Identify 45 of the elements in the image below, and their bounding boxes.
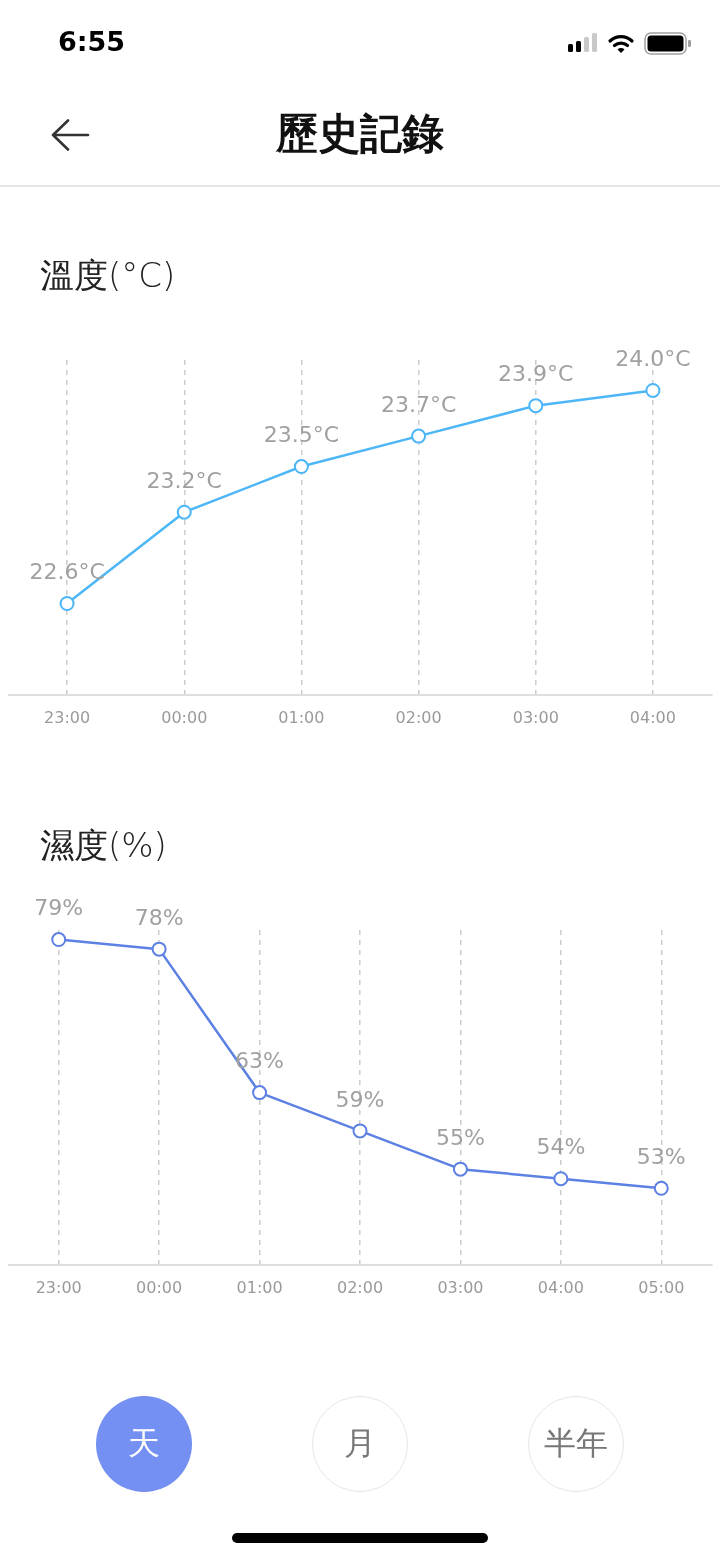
circle-button[interactable]: 半年 <box>528 1396 624 1492</box>
point <box>176 504 192 520</box>
x-tick-label: 00:00 <box>136 1277 183 1297</box>
x-tick-label: 23:00 <box>44 707 91 727</box>
x-tick-label: 03:00 <box>437 1277 484 1297</box>
x-tick-label: 23:00 <box>35 1277 82 1297</box>
data-label: 22.6°C <box>29 559 105 585</box>
data-label: 55% <box>435 1124 485 1150</box>
point <box>59 595 75 611</box>
x-tick-label: 04:00 <box>629 707 676 727</box>
x-tick-label: 01:00 <box>236 1277 283 1297</box>
point <box>645 382 661 398</box>
x-tick-label: 01:00 <box>278 707 325 727</box>
x-tick-label: 03:00 <box>512 707 559 727</box>
data-label: 59% <box>335 1086 385 1112</box>
point <box>452 1161 468 1177</box>
chart-title: 溫度(°C) <box>40 254 176 296</box>
point <box>653 1180 669 1196</box>
x-tick-label: 05:00 <box>638 1277 685 1297</box>
point <box>352 1123 368 1139</box>
point <box>411 428 427 444</box>
point <box>51 932 67 948</box>
x-tick-label: 02:00 <box>395 707 442 727</box>
x-tick-label: 04:00 <box>537 1277 584 1297</box>
data-label: 54% <box>536 1134 586 1160</box>
x-tick-label: 00:00 <box>161 707 208 727</box>
chart-title: 濕度(%) <box>40 824 167 866</box>
data-label: 23.2°C <box>146 467 222 493</box>
data-label: 79% <box>34 895 84 921</box>
data-label: 53% <box>636 1143 686 1169</box>
text: 歷史記錄 <box>276 108 444 160</box>
circle-button[interactable]: 月 <box>312 1396 408 1492</box>
text: 6:55 <box>58 25 126 59</box>
data-label: 23.7°C <box>380 391 457 417</box>
point <box>293 459 309 475</box>
x-tick-label: 02:00 <box>336 1277 384 1297</box>
point <box>553 1171 569 1187</box>
data-label: 24.0°C <box>615 346 691 372</box>
data-label: 23.5°C <box>263 422 340 448</box>
point <box>528 398 544 414</box>
point <box>151 941 167 957</box>
point <box>252 1085 268 1101</box>
data-label: 78% <box>134 904 184 930</box>
circle-button[interactable]: 天 <box>96 1396 192 1492</box>
data-label: 23.9°C <box>498 361 574 387</box>
